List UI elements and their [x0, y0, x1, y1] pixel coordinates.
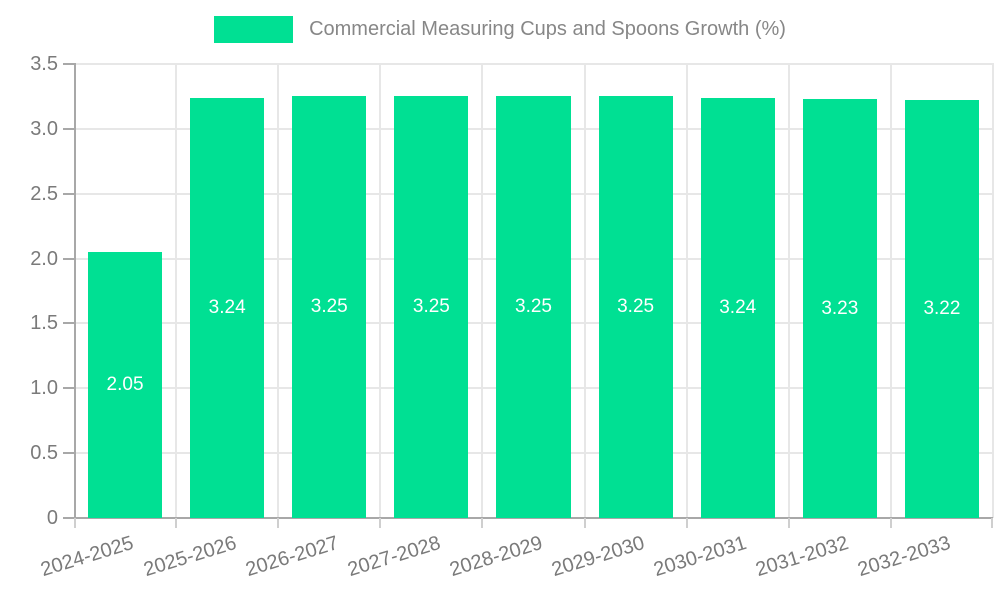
chart-title: Commercial Measuring Cups and Spoons Gro…	[309, 18, 786, 40]
x-gridline	[583, 64, 586, 518]
x-tick-label: 2024-2025	[38, 532, 137, 582]
y-tick-label: 1.0	[30, 377, 58, 400]
x-tick-label: 2031-2032	[753, 532, 852, 582]
bar	[292, 96, 367, 518]
bar	[598, 96, 673, 518]
bar	[700, 97, 775, 518]
x-gridline	[685, 64, 688, 518]
bar-value-label: 2.05	[106, 374, 144, 396]
x-tick	[277, 518, 280, 528]
x-tick-label: 2026-2027	[242, 532, 341, 582]
bar-value-label: 3.23	[821, 297, 859, 319]
x-tick-label: 2028-2029	[447, 532, 545, 582]
x-gridline	[889, 64, 892, 518]
y-tick	[63, 192, 74, 195]
x-tick-label: 2032-2033	[855, 532, 954, 582]
y-tick	[63, 387, 74, 390]
bar	[88, 252, 163, 518]
bar-value-label: 3.22	[923, 298, 961, 320]
bar-value-label: 3.25	[515, 296, 552, 318]
legend: Commercial Measuring Cups and Spoons Gro…	[0, 16, 1000, 43]
y-tick	[63, 452, 74, 455]
y-tick	[63, 257, 74, 260]
bar-value-label: 3.25	[412, 296, 450, 318]
y-axis-line	[74, 63, 76, 519]
plot-area: 0 0.5 1.0 1.5 2.0 2.5 3.0 3.5 2.05 2024-2025 3.24 2…	[30, 53, 994, 581]
y-tick-label: 3.0	[30, 117, 58, 140]
x-gridline	[481, 64, 484, 518]
x-tick-label: 2029-2030	[549, 532, 648, 582]
bar-value-label: 3.25	[310, 296, 348, 318]
x-tick	[481, 518, 484, 528]
x-gridline	[379, 64, 382, 518]
plot-border-right	[992, 64, 994, 518]
y-tick-label: 0	[46, 507, 58, 529]
x-tick	[787, 518, 790, 528]
bar	[496, 96, 571, 518]
x-tick	[74, 518, 76, 528]
x-gridline	[175, 64, 178, 518]
x-tick-label: 2025-2026	[140, 532, 239, 582]
y-tick	[63, 127, 74, 130]
x-gridline	[277, 64, 280, 518]
bar	[904, 100, 979, 518]
x-tick	[583, 518, 586, 528]
y-tick-label: 2.5	[30, 182, 58, 205]
x-tick	[175, 518, 178, 528]
legend-swatch	[214, 16, 294, 43]
bar-value-label: 3.24	[719, 296, 757, 318]
y-tick-label: 3.5	[30, 53, 58, 75]
x-tick	[991, 518, 993, 528]
y-tick	[63, 63, 74, 65]
bar-value-label: 3.25	[617, 296, 655, 318]
y-tick-label: 0.5	[30, 442, 58, 465]
x-tick	[379, 518, 382, 528]
y-tick-label: 1.5	[30, 312, 58, 335]
x-tick-label: 2027-2028	[344, 532, 443, 582]
bar-value-label: 3.24	[208, 296, 246, 318]
y-tick-label: 2.0	[30, 247, 58, 270]
y-tick	[63, 517, 74, 519]
x-tick-label: 2030-2031	[651, 532, 750, 582]
bar	[190, 97, 265, 518]
y-tick	[63, 322, 74, 325]
bar	[394, 96, 469, 518]
plot-border-top	[74, 63, 994, 65]
x-gridline	[787, 64, 790, 518]
x-tick	[889, 518, 892, 528]
bar	[802, 99, 877, 518]
x-axis-line	[74, 517, 993, 519]
x-tick	[685, 518, 688, 528]
